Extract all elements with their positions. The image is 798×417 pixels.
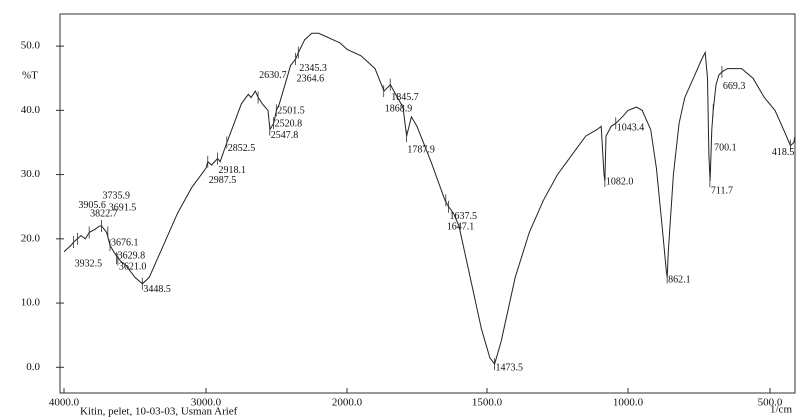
peak-label: 3735.9 [103,190,131,201]
peak-label: 700.1 [714,143,737,154]
peak-label: 2918.1 [219,165,247,176]
x-tick-label: 1000.0 [613,397,644,409]
peak-label: 1868.9 [385,103,413,114]
peak-label: 1647.1 [447,222,475,233]
peak-label: 3691.5 [109,203,137,214]
peak-label: 862.1 [668,275,691,286]
peak-label: 2364.6 [297,73,325,84]
peak-label: 2630.7 [259,70,287,81]
peak-label: 3448.5 [143,284,171,295]
peak-label: 1845.7 [391,92,419,103]
peak-label: 2501.5 [277,106,305,117]
y-tick-label: 40.0 [21,104,41,116]
x-tick-label: 1500.0 [472,397,503,409]
peak-label: 3629.8 [118,250,145,261]
x-tick-label: 3000.0 [191,397,222,409]
peak-label: 2520.8 [275,119,303,130]
peak-label: 2987.5 [209,175,237,186]
y-tick-label: 30.0 [21,168,41,180]
peak-label: 669.3 [723,81,746,92]
x-axis-label: 1/cm [770,404,792,416]
peak-label: 1473.5 [495,362,523,373]
y-tick-label: 20.0 [21,232,41,244]
y-tick-label: 10.0 [21,297,41,309]
peak-label: 2345.3 [299,63,327,74]
x-tick-label: 4000.0 [49,397,80,409]
peak-label: 1787.9 [407,144,435,155]
y-tick-label: 0.0 [26,361,40,373]
peak-label: 2852.5 [228,143,256,154]
x-tick-label: 500.0 [758,397,783,409]
peak-label: 1637.5 [450,211,478,222]
peak-label: 711.7 [711,185,733,196]
x-tick-label: 2000.0 [332,397,363,409]
peak-label: 3822.7 [90,209,118,220]
footer: Kitin, pelet, 10-03-03, Usman Arief [80,406,238,417]
peak-label: 1043.4 [617,123,645,134]
y-tick-label: 50.0 [21,40,41,52]
spectrum-line [63,32,796,366]
plot-frame [59,13,796,394]
peak-label: 418.5 [772,147,795,158]
peak-label: 2547.8 [271,130,299,141]
peak-label: 3621.0 [119,262,146,273]
peak-label: 3932.5 [75,258,103,269]
peak-label: 3676.1 [111,238,139,249]
peak-label: 3905.6 [78,200,106,211]
peak-label: 1082.0 [606,176,634,187]
y-axis-label: %T [22,70,38,82]
